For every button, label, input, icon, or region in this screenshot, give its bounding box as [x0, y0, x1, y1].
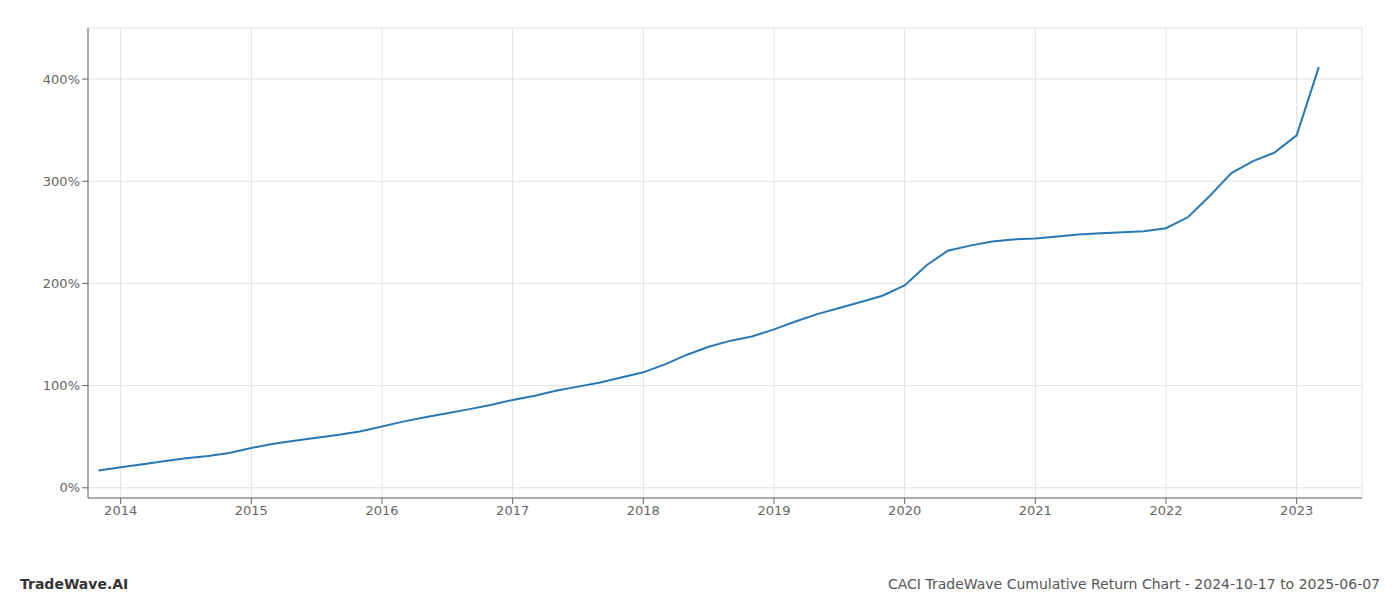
svg-text:2019: 2019 [757, 503, 790, 518]
svg-text:2022: 2022 [1149, 503, 1182, 518]
svg-text:2017: 2017 [496, 503, 529, 518]
svg-text:300%: 300% [43, 174, 80, 189]
svg-text:2016: 2016 [365, 503, 398, 518]
html-text:TradeWave.AI: TradeWave.AI [20, 576, 129, 592]
html-text:CACI TradeWave Cumulative Retu: CACI TradeWave Cumulative Return Chart -… [888, 576, 1380, 592]
svg-text:2023: 2023 [1280, 503, 1313, 518]
svg-text:2021: 2021 [1019, 503, 1052, 518]
svg-text:100%: 100% [43, 378, 80, 393]
svg-text:2018: 2018 [627, 503, 660, 518]
svg-text:0%: 0% [59, 480, 80, 495]
svg-text:2020: 2020 [888, 503, 921, 518]
svg-text:200%: 200% [43, 276, 80, 291]
svg-text:2015: 2015 [235, 503, 268, 518]
svg-text:2014: 2014 [104, 503, 137, 518]
svg-text:400%: 400% [43, 72, 80, 87]
